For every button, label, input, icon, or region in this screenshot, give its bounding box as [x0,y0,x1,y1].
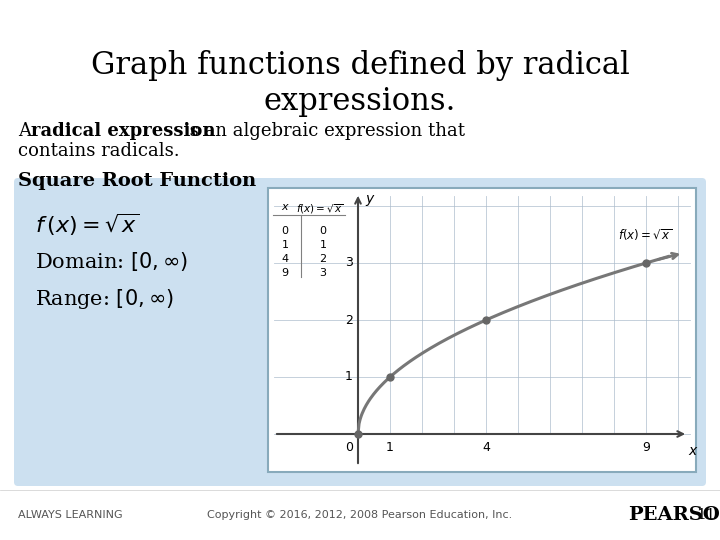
Text: is an algebraic expression that: is an algebraic expression that [178,122,465,140]
Text: ALWAYS LEARNING: ALWAYS LEARNING [18,510,122,520]
Text: 0: 0 [345,441,353,454]
Text: 2: 2 [345,314,353,327]
Text: radical expression: radical expression [31,122,215,140]
Text: 0: 0 [320,226,326,236]
Text: 2: 2 [320,254,327,264]
Text: 4: 4 [282,254,289,264]
Text: x: x [688,444,696,458]
Text: PEARSON: PEARSON [628,506,720,524]
Text: 9: 9 [642,441,650,454]
Text: 3: 3 [345,256,353,269]
Text: y: y [365,192,373,206]
Text: $f(x) = \sqrt{x}$: $f(x) = \sqrt{x}$ [618,227,672,243]
Text: $x$: $x$ [281,202,289,212]
Text: $f(x) = \sqrt{x}$: $f(x) = \sqrt{x}$ [296,202,344,215]
Text: 3: 3 [320,268,326,278]
Text: 1: 1 [386,441,394,454]
Text: Graph functions defined by radical
expressions.: Graph functions defined by radical expre… [91,50,629,117]
FancyBboxPatch shape [268,188,696,472]
Text: $f\,(x) = \sqrt{x}$: $f\,(x) = \sqrt{x}$ [35,212,139,238]
Text: 9: 9 [282,268,289,278]
Text: A: A [18,122,37,140]
Text: 11: 11 [696,508,716,522]
Text: Range: $\left[0, \infty\right)$: Range: $\left[0, \infty\right)$ [35,287,174,311]
Text: 1: 1 [345,370,353,383]
Text: 1: 1 [282,240,289,250]
Text: 1: 1 [320,240,326,250]
Text: 0: 0 [282,226,289,236]
Text: Domain: $\left[0, \infty\right)$: Domain: $\left[0, \infty\right)$ [35,250,188,273]
Text: contains radicals.: contains radicals. [18,142,179,160]
Text: Square Root Function: Square Root Function [18,172,256,190]
Text: Copyright © 2016, 2012, 2008 Pearson Education, Inc.: Copyright © 2016, 2012, 2008 Pearson Edu… [207,510,513,520]
FancyBboxPatch shape [14,178,706,486]
Text: 4: 4 [482,441,490,454]
